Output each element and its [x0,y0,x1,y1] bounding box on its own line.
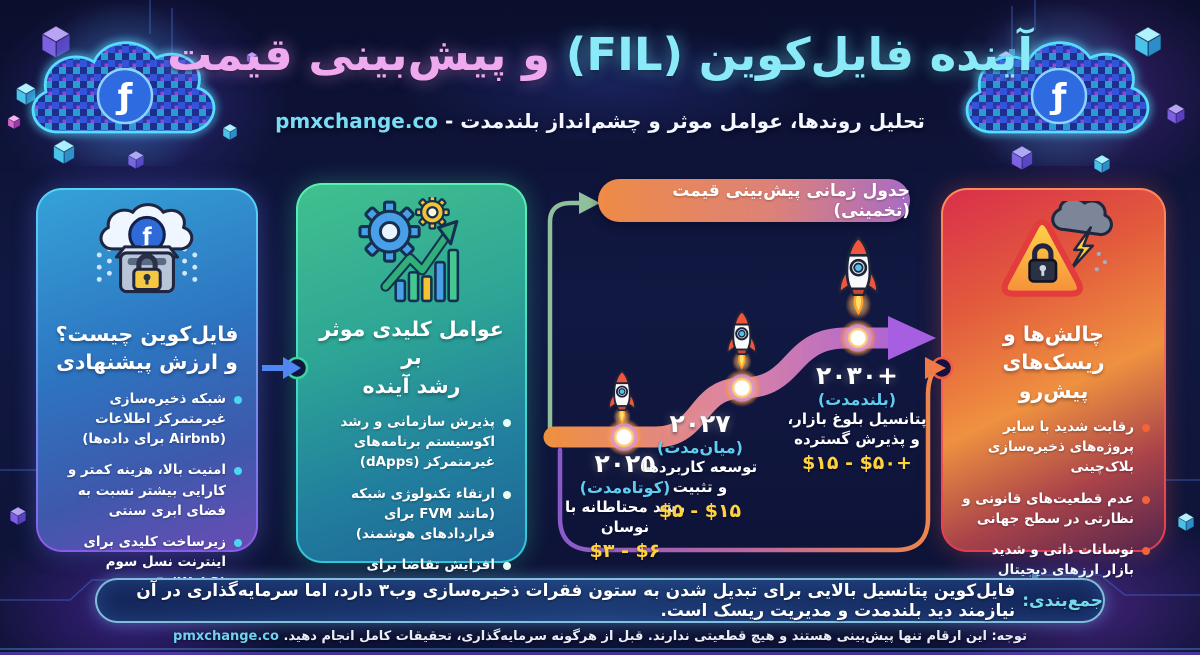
milestone-desc: و پذیرش گسترده [794,429,920,448]
milestone-node [839,319,877,357]
page-title: آینده فایل‌کوین (FIL) و پیش‌بینی قیمت [0,28,1200,82]
bullet-dot [503,490,511,499]
bullet-dot [1142,547,1150,556]
title-part-cyan: آینده فایل‌کوین (FIL) [565,28,1033,81]
bullet-dot [503,418,511,427]
milestone-desc: و تثبیت [672,477,728,496]
timeline-badge: جدول زمانی پیش‌بینی قیمت (تخمینی) [598,179,910,222]
cloud-storage-lock-icon: ƒ [50,200,244,312]
summary-text: فایل‌کوین پتانسیل بالایی برای تبدیل شدن … [136,580,1016,621]
subtitle-brand: pmxchange.co [275,109,439,133]
bullet-dot [1142,423,1150,432]
bullet-list: رقابت شدید با سایر پروژه‌های ذخیره‌سازی … [955,417,1152,581]
bullet-dot [503,562,511,571]
title-glow [300,0,920,170]
filecoin-symbol: ƒ [140,224,152,249]
footer-brand: pmxchange.co [173,629,279,644]
gears-growth-chart-icon [310,195,513,307]
milestone-price: $۵ - $۱۵ [658,500,742,523]
panel-what-is-filecoin: ƒ فایل‌کوین چیست؟ و ارزش پیشنهادی شبکه ذ… [36,188,258,591]
milestone-desc: توسعه کاربردها [642,458,758,477]
milestone-price: $۳ - $۶ [589,540,661,563]
panel-growth-factors: عوامل کلیدی موثر بر رشد آینده پذیرش سازم… [296,183,527,614]
bullet-dot [234,539,242,548]
title-part-pink: و پیش‌بینی قیمت [167,28,551,81]
milestone-node [723,369,761,407]
list-item: رقابت شدید با سایر پروژه‌های ذخیره‌سازی … [957,417,1150,478]
rocket-icon [726,310,757,374]
list-item: نوسانات ذاتی و شدید بازار ارزهای دیجیتال [957,540,1150,581]
bullet-dot [234,467,242,476]
panel-title: چالش‌ها و ریسک‌های پیش‌رو [1002,322,1105,403]
bullet-list: شبکه ذخیره‌سازی غیرمتمرکز اطلاعات (Airbn… [50,389,244,593]
bullet-dot [1142,495,1150,504]
warning-storm-lock-icon [955,200,1152,312]
summary-bar: جمع‌بندی: فایل‌کوین پتانسیل بالایی برای … [95,578,1105,623]
connector-arrow-green [547,192,600,435]
rocket-icon [838,236,879,321]
subtitle-text: تحلیل روندها، عوامل موثر و چشم‌انداز بلن… [438,109,925,133]
milestone-price: $۱۵ - $۵۰+ [802,452,912,475]
panel-title: فایل‌کوین چیست؟ و ارزش پیشنهادی [55,322,239,375]
panel-risks-challenges: چالش‌ها و ریسک‌های پیش‌رو رقابت شدید با … [941,188,1166,578]
list-item: پذیرش سازمانی و رشد اکوسیستم برنامه‌های … [312,412,511,473]
bullet-dot [234,395,242,404]
milestone-2027: ۲۰۲۷ (میان‌مدت) توسعه کاربردها و تثبیت $… [622,410,778,525]
milestone-2030: ۲۰۳۰+ (بلندمدت) پتانسیل بلوغ بازار، و پذ… [772,362,942,477]
milestone-term: (میان‌مدت) [657,437,743,457]
milestone-term: (بلندمدت) [817,389,897,409]
milestone-year: ۲۰۲۷ [669,409,731,438]
milestone-desc: پتانسیل بلوغ بازار، [787,410,927,429]
list-item: ارتقاء تکنولوژی شبکه (مانند FVM برای قرا… [312,484,511,545]
subtitle: تحلیل روندها، عوامل موثر و چشم‌انداز بلن… [0,109,1200,133]
list-item: امنیت بالا، هزینه کمتر و کارایی بیشتر نس… [52,460,242,521]
footer-note: توجه: این ارقام تنها پیش‌بینی هستند و هی… [0,629,1200,644]
list-item: عدم قطعیت‌های قانونی و نظارتی در سطح جها… [957,489,1150,530]
disclaimer-text: توجه: این ارقام تنها پیش‌بینی هستند و هی… [278,629,1027,644]
ribbon-arrowhead [888,316,936,360]
list-item: شبکه ذخیره‌سازی غیرمتمرکز اطلاعات (Airbn… [52,389,242,450]
summary-label: جمع‌بندی: [1022,590,1103,611]
panel-title: عوامل کلیدی موثر بر رشد آینده [319,317,504,398]
milestone-year: ۲۰۳۰+ [816,361,898,390]
